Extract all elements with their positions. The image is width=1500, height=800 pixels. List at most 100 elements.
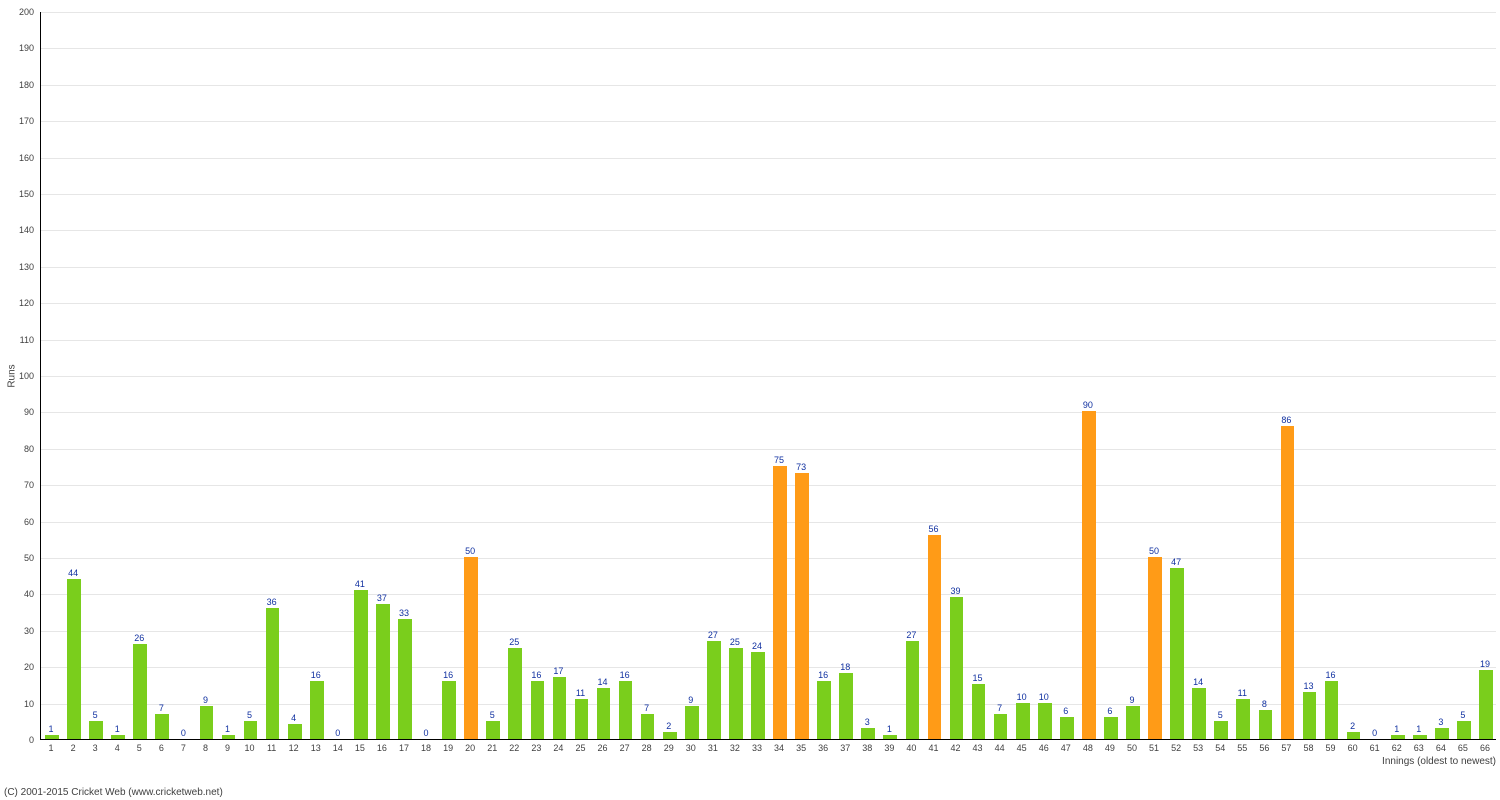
- gridline: [41, 303, 1496, 304]
- bar: [1479, 670, 1493, 739]
- x-tick-label: 51: [1149, 743, 1159, 753]
- bar-value-label: 37: [377, 593, 387, 603]
- x-tick-label: 6: [159, 743, 164, 753]
- x-tick-label: 41: [928, 743, 938, 753]
- gridline: [41, 230, 1496, 231]
- bar-value-label: 16: [311, 670, 321, 680]
- bar-value-label: 14: [598, 677, 608, 687]
- x-tick-label: 26: [598, 743, 608, 753]
- x-tick-label: 43: [973, 743, 983, 753]
- x-tick-label: 40: [906, 743, 916, 753]
- gridline: [41, 667, 1496, 668]
- bar-value-label: 1: [1416, 724, 1421, 734]
- bar-value-label: 0: [1372, 728, 1377, 738]
- bar-value-label: 1: [115, 724, 120, 734]
- gridline: [41, 48, 1496, 49]
- bar-value-label: 5: [490, 710, 495, 720]
- x-tick-label: 66: [1480, 743, 1490, 753]
- bar-value-label: 86: [1281, 415, 1291, 425]
- bar-value-label: 3: [865, 717, 870, 727]
- bar-value-label: 2: [1350, 721, 1355, 731]
- x-tick-label: 23: [531, 743, 541, 753]
- bar: [1082, 411, 1096, 739]
- bar: [972, 684, 986, 739]
- x-tick-label: 62: [1392, 743, 1402, 753]
- bar: [1347, 732, 1361, 739]
- bar-value-label: 41: [355, 579, 365, 589]
- bar: [641, 714, 655, 739]
- bar-value-label: 47: [1171, 557, 1181, 567]
- bar: [1325, 681, 1339, 739]
- bar-value-label: 36: [267, 597, 277, 607]
- x-tick-label: 24: [553, 743, 563, 753]
- bar: [1457, 721, 1471, 739]
- y-tick-label: 30: [0, 626, 34, 636]
- x-tick-label: 15: [355, 743, 365, 753]
- x-tick-label: 63: [1414, 743, 1424, 753]
- x-tick-label: 48: [1083, 743, 1093, 753]
- bar: [861, 728, 875, 739]
- bar: [442, 681, 456, 739]
- gridline: [41, 340, 1496, 341]
- bar: [464, 557, 478, 739]
- y-tick-label: 120: [0, 298, 34, 308]
- x-tick-label: 61: [1370, 743, 1380, 753]
- bar-value-label: 9: [1129, 695, 1134, 705]
- x-tick-label: 60: [1348, 743, 1358, 753]
- x-tick-label: 38: [862, 743, 872, 753]
- gridline: [41, 449, 1496, 450]
- y-tick-label: 180: [0, 80, 34, 90]
- bar: [751, 652, 765, 739]
- bar-value-label: 15: [973, 673, 983, 683]
- bar: [994, 714, 1008, 739]
- x-tick-label: 37: [840, 743, 850, 753]
- bar: [200, 706, 214, 739]
- bar-value-label: 2: [666, 721, 671, 731]
- x-tick-label: 22: [509, 743, 519, 753]
- bar-value-label: 1: [49, 724, 54, 734]
- bar: [883, 735, 897, 739]
- x-tick-label: 18: [421, 743, 431, 753]
- bar-value-label: 4: [291, 713, 296, 723]
- x-tick-label: 34: [774, 743, 784, 753]
- bar: [1435, 728, 1449, 739]
- bar: [1148, 557, 1162, 739]
- bar: [950, 597, 964, 739]
- x-tick-label: 55: [1237, 743, 1247, 753]
- gridline: [41, 704, 1496, 705]
- gridline: [41, 412, 1496, 413]
- x-tick-label: 30: [686, 743, 696, 753]
- x-tick-label: 57: [1281, 743, 1291, 753]
- x-tick-label: 5: [137, 743, 142, 753]
- y-tick-label: 170: [0, 116, 34, 126]
- bar: [486, 721, 500, 739]
- bar: [45, 735, 59, 739]
- bar-value-label: 1: [225, 724, 230, 734]
- x-tick-label: 7: [181, 743, 186, 753]
- bar-value-label: 11: [576, 688, 585, 698]
- x-tick-label: 29: [664, 743, 674, 753]
- gridline: [41, 12, 1496, 13]
- bar-value-label: 6: [1107, 706, 1112, 716]
- bar: [707, 641, 721, 739]
- x-tick-label: 1: [49, 743, 54, 753]
- bar: [111, 735, 125, 739]
- bar: [773, 466, 787, 739]
- x-tick-label: 17: [399, 743, 409, 753]
- x-tick-label: 32: [730, 743, 740, 753]
- copyright-text: (C) 2001-2015 Cricket Web (www.cricketwe…: [4, 787, 223, 798]
- bar-value-label: 9: [688, 695, 693, 705]
- bar-value-label: 6: [1063, 706, 1068, 716]
- gridline: [41, 376, 1496, 377]
- bar: [1303, 692, 1317, 739]
- x-tick-label: 49: [1105, 743, 1115, 753]
- bar: [89, 721, 103, 739]
- bar: [553, 677, 567, 739]
- bar: [1259, 710, 1273, 739]
- x-tick-label: 13: [311, 743, 321, 753]
- bar: [354, 590, 368, 739]
- bar-value-label: 0: [424, 728, 429, 738]
- bar: [1391, 735, 1405, 739]
- y-tick-label: 190: [0, 43, 34, 53]
- y-tick-label: 100: [0, 371, 34, 381]
